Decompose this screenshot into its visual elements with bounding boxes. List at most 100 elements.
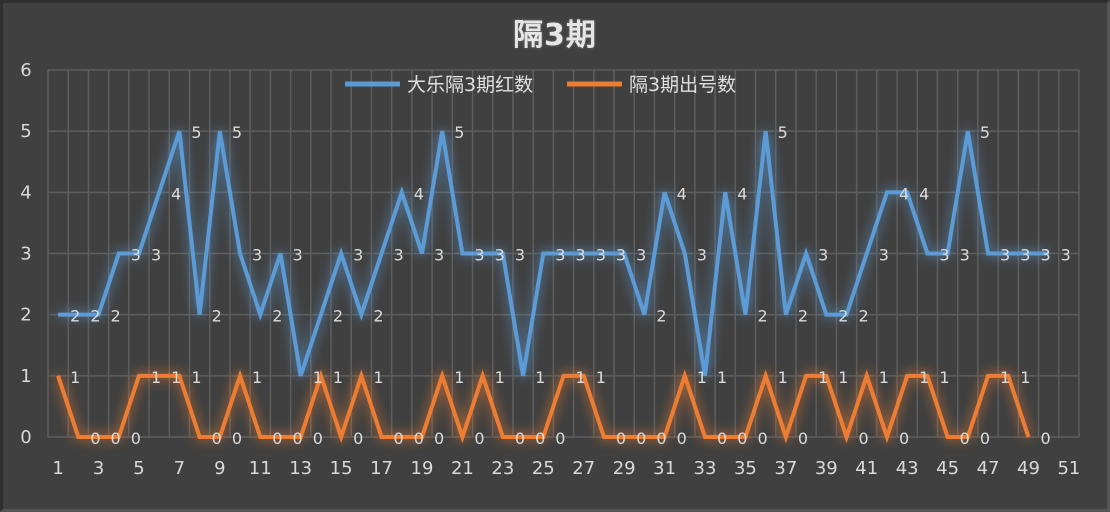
x-tick-label: 31 <box>653 458 676 479</box>
data-label: 2 <box>90 307 100 326</box>
data-label: 2 <box>757 307 767 326</box>
data-label: 4 <box>737 184 747 203</box>
data-label: 5 <box>778 123 788 142</box>
data-label: 0 <box>980 429 990 448</box>
y-tick-label: 2 <box>20 305 31 326</box>
data-label: 0 <box>394 429 404 448</box>
data-label: 5 <box>191 123 201 142</box>
data-label: 1 <box>717 368 727 387</box>
data-label: 3 <box>515 246 525 265</box>
legend: 大乐隔3期红数 隔3期出号数 <box>345 74 736 96</box>
x-tick-label: 47 <box>977 458 1000 479</box>
data-label: 0 <box>555 429 565 448</box>
data-label: 0 <box>232 429 242 448</box>
data-label: 0 <box>859 429 869 448</box>
data-label: 2 <box>859 307 869 326</box>
data-label: 1 <box>1020 368 1030 387</box>
data-label: 0 <box>111 429 121 448</box>
data-label: 1 <box>818 368 828 387</box>
data-label: 0 <box>717 429 727 448</box>
data-label: 0 <box>474 429 484 448</box>
x-tick-label: 25 <box>532 458 555 479</box>
x-tick-label: 13 <box>289 458 312 479</box>
data-label: 3 <box>1061 246 1071 265</box>
y-tick-label: 0 <box>20 427 31 448</box>
data-label: 2 <box>212 307 222 326</box>
x-tick-label: 17 <box>370 458 393 479</box>
data-label: 1 <box>454 368 464 387</box>
x-tick-label: 5 <box>133 458 144 479</box>
y-tick-label: 5 <box>20 121 31 142</box>
data-label: 3 <box>596 246 606 265</box>
data-label: 0 <box>90 429 100 448</box>
data-label: 0 <box>636 429 646 448</box>
data-label: 1 <box>879 368 889 387</box>
series-line-red-count <box>58 130 1049 377</box>
data-label: 0 <box>1040 429 1050 448</box>
data-label: 1 <box>919 368 929 387</box>
y-tick-label: 3 <box>20 244 31 265</box>
x-tick-label: 19 <box>411 458 434 479</box>
y-tick-label: 6 <box>20 60 31 81</box>
data-label: 3 <box>636 246 646 265</box>
data-label: 3 <box>616 246 626 265</box>
data-label: 0 <box>353 429 363 448</box>
x-tick-label: 35 <box>734 458 757 479</box>
data-label: 3 <box>292 246 302 265</box>
data-label: 3 <box>474 246 484 265</box>
data-label: 2 <box>373 307 383 326</box>
data-label: 4 <box>414 184 424 203</box>
data-label: 1 <box>535 368 545 387</box>
data-label: 2 <box>838 307 848 326</box>
data-label: 3 <box>879 246 889 265</box>
data-label: 0 <box>535 429 545 448</box>
x-tick-label: 39 <box>815 458 838 479</box>
data-label: 2 <box>656 307 666 326</box>
data-label: 5 <box>454 123 464 142</box>
x-tick-label: 43 <box>896 458 919 479</box>
data-label: 1 <box>191 368 201 387</box>
data-label: 3 <box>353 246 363 265</box>
x-tick-label: 51 <box>1057 458 1080 479</box>
data-label: 1 <box>151 368 161 387</box>
x-tick-label: 3 <box>93 458 104 479</box>
data-label: 2 <box>798 307 808 326</box>
data-label: 0 <box>899 429 909 448</box>
x-tick-label: 23 <box>491 458 514 479</box>
data-label: 1 <box>373 368 383 387</box>
data-label: 0 <box>272 429 282 448</box>
x-tick-label: 27 <box>572 458 595 479</box>
data-label: 3 <box>252 246 262 265</box>
data-label: 1 <box>596 368 606 387</box>
data-label: 3 <box>151 246 161 265</box>
y-tick-label: 1 <box>20 366 31 387</box>
data-label: 0 <box>131 429 141 448</box>
data-label: 3 <box>555 246 565 265</box>
data-label: 0 <box>757 429 767 448</box>
data-label: 2 <box>70 307 80 326</box>
x-tick-label: 1 <box>52 458 63 479</box>
legend-label-draw-count: 隔3期出号数 <box>629 74 736 96</box>
data-label: 3 <box>434 246 444 265</box>
data-label: 4 <box>171 184 181 203</box>
series-line-draw-count <box>56 369 1031 444</box>
x-tick-label: 29 <box>613 458 636 479</box>
data-label: 4 <box>899 184 909 203</box>
data-label: 4 <box>919 184 929 203</box>
data-label: 3 <box>697 246 707 265</box>
data-label: 5 <box>980 123 990 142</box>
data-label: 0 <box>737 429 747 448</box>
x-tick-label: 49 <box>1017 458 1040 479</box>
data-label: 2 <box>111 307 121 326</box>
x-tick-label: 9 <box>214 458 225 479</box>
x-tick-label: 21 <box>451 458 474 479</box>
data-label: 3 <box>131 246 141 265</box>
x-tick-label: 41 <box>855 458 878 479</box>
y-axis: 0 1 2 3 4 5 6 <box>20 60 31 448</box>
data-label: 0 <box>798 429 808 448</box>
data-label: 2 <box>333 307 343 326</box>
data-label: 3 <box>1000 246 1010 265</box>
data-label: 3 <box>495 246 505 265</box>
